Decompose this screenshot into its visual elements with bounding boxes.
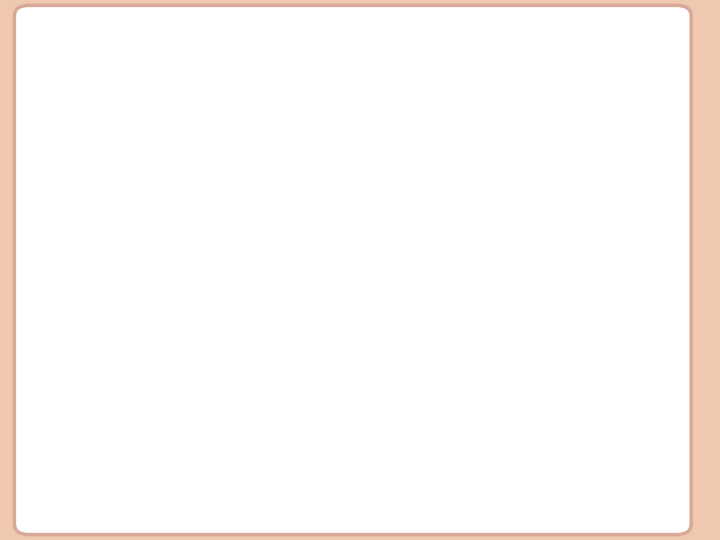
- FancyBboxPatch shape: [49, 139, 663, 203]
- FancyBboxPatch shape: [49, 312, 663, 388]
- Circle shape: [55, 98, 69, 112]
- Text: □: □: [100, 125, 114, 139]
- Text: □ PWM-TDM duty cycle is robust against noise and
   interference (ATC): □ PWM-TDM duty cycle is robust against n…: [62, 323, 436, 359]
- Text: WINER System Architecture: WINER System Architecture: [76, 96, 357, 114]
- Text: □ The PWM block compares the S/H output with a
   triangular waveform generator : □ The PWM block compares the S/H output …: [62, 210, 490, 288]
- Text: □ A sample and hold (S/H) circuit follows the TDM to
   stabilize samples for PW: □ A sample and hold (S/H) circuit follow…: [62, 150, 449, 186]
- Text: MPLANT  CIRCUIT DESIGN: MPLANT CIRCUIT DESIGN: [68, 41, 318, 60]
- Text: I: I: [52, 32, 60, 60]
- Circle shape: [618, 422, 678, 482]
- Text: PWM: PWM: [115, 123, 162, 141]
- Text: □ Complexity and power consumption of a single
   comparator is far less than AD: □ Complexity and power consumption of a …: [62, 396, 426, 432]
- Text: (Pulse width modulator): (Pulse width modulator): [150, 123, 354, 141]
- FancyBboxPatch shape: [49, 199, 663, 315]
- Circle shape: [58, 101, 66, 109]
- FancyBboxPatch shape: [49, 385, 663, 481]
